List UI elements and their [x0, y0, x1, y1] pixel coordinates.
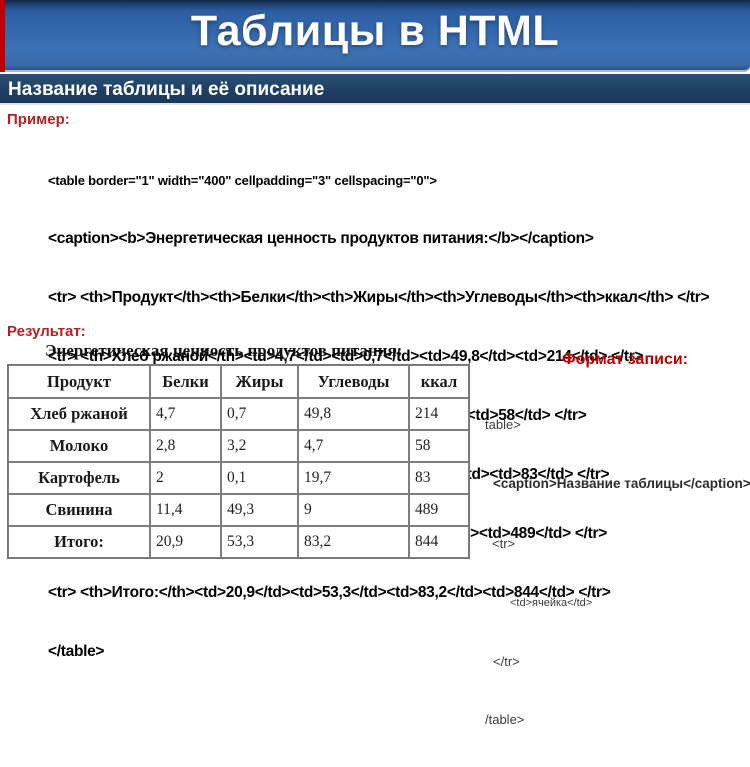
column-header: Углеводы: [298, 365, 409, 398]
value-cell: 2,8: [150, 430, 221, 462]
value-cell: 489: [409, 494, 469, 526]
table-caption: Энергетическая ценность продуктов питани…: [45, 341, 403, 360]
slide: Таблицы в HTML Название таблицы и её опи…: [0, 0, 750, 727]
value-cell: 58: [409, 430, 469, 462]
value-cell: 19,7: [298, 462, 409, 494]
value-cell: 49,3: [221, 494, 298, 526]
value-cell: 49,8: [298, 398, 409, 430]
format-code-line: <caption>Название таблицы</caption>: [493, 476, 750, 491]
product-name-cell: Итого:: [8, 526, 150, 558]
table-row: Свинина 11,4 49,3 9 489: [8, 494, 469, 526]
example-label: Пример:: [7, 111, 70, 128]
section-subheader: Название таблицы и её описание: [0, 74, 750, 105]
product-name-cell: Свинина: [8, 494, 150, 526]
table-row: Хлеб ржаной 4,7 0,7 49,8 214: [8, 398, 469, 430]
format-code-line: <td>ячейка</td>: [510, 597, 593, 609]
value-cell: 4,7: [298, 430, 409, 462]
product-name-cell: Хлеб ржаной: [8, 398, 150, 430]
title-banner: Таблицы в HTML: [0, 0, 750, 72]
result-label: Результат:: [7, 323, 86, 340]
value-cell: 2: [150, 462, 221, 494]
value-cell: 20,9: [150, 526, 221, 558]
code-line: <tr> <th>Хлеб ржаной</th><td>4,7</td><td…: [48, 348, 644, 365]
value-cell: 11,4: [150, 494, 221, 526]
column-header: Жиры: [221, 365, 298, 398]
format-code-line: </tr>: [493, 654, 520, 669]
value-cell: 9: [298, 494, 409, 526]
format-code-block: table> <caption>Название таблицы</captio…: [485, 378, 750, 767]
table-row: Картофель 2 0,1 19,7 83: [8, 462, 469, 494]
table-row: Итого: 20,9 53,3 83,2 844: [8, 526, 469, 558]
format-label: Формат записи:: [562, 351, 688, 368]
column-header: ккал: [409, 365, 469, 398]
value-cell: 0,7: [221, 398, 298, 430]
subheader-title: Название таблицы и её описание: [8, 79, 325, 100]
format-code-line: table>: [485, 417, 521, 432]
result-table: Продукт Белки Жиры Углеводы ккал Хлеб рж…: [7, 364, 470, 559]
column-header: Белки: [150, 365, 221, 398]
column-header: Продукт: [8, 365, 150, 398]
product-name-cell: Молоко: [8, 430, 150, 462]
format-code-line: <tr>: [492, 536, 516, 551]
value-cell: 4,7: [150, 398, 221, 430]
value-cell: 0,1: [221, 462, 298, 494]
result-section: Результат: Энергетическая ценность проду…: [7, 323, 470, 559]
code-line: <tr> <th>Продукт</th><th>Белки</th><th>Ж…: [48, 289, 710, 306]
red-accent-stripe: [0, 0, 5, 72]
code-line: <table border="1" width="400" cellpaddin…: [48, 173, 437, 188]
table-row: Молоко 2,8 3,2 4,7 58: [8, 430, 469, 462]
value-cell: 53,3: [221, 526, 298, 558]
value-cell: 214: [409, 398, 469, 430]
code-line: <caption><b>Энергетическая ценность прод…: [48, 230, 594, 247]
format-code-line: /table>: [485, 712, 525, 727]
value-cell: 83,2: [298, 526, 409, 558]
value-cell: 83: [409, 462, 469, 494]
product-name-cell: Картофель: [8, 462, 150, 494]
value-cell: 3,2: [221, 430, 298, 462]
page-title: Таблицы в HTML: [190, 7, 560, 55]
table-header-row: Продукт Белки Жиры Углеводы ккал: [8, 365, 469, 398]
value-cell: 844: [409, 526, 469, 558]
